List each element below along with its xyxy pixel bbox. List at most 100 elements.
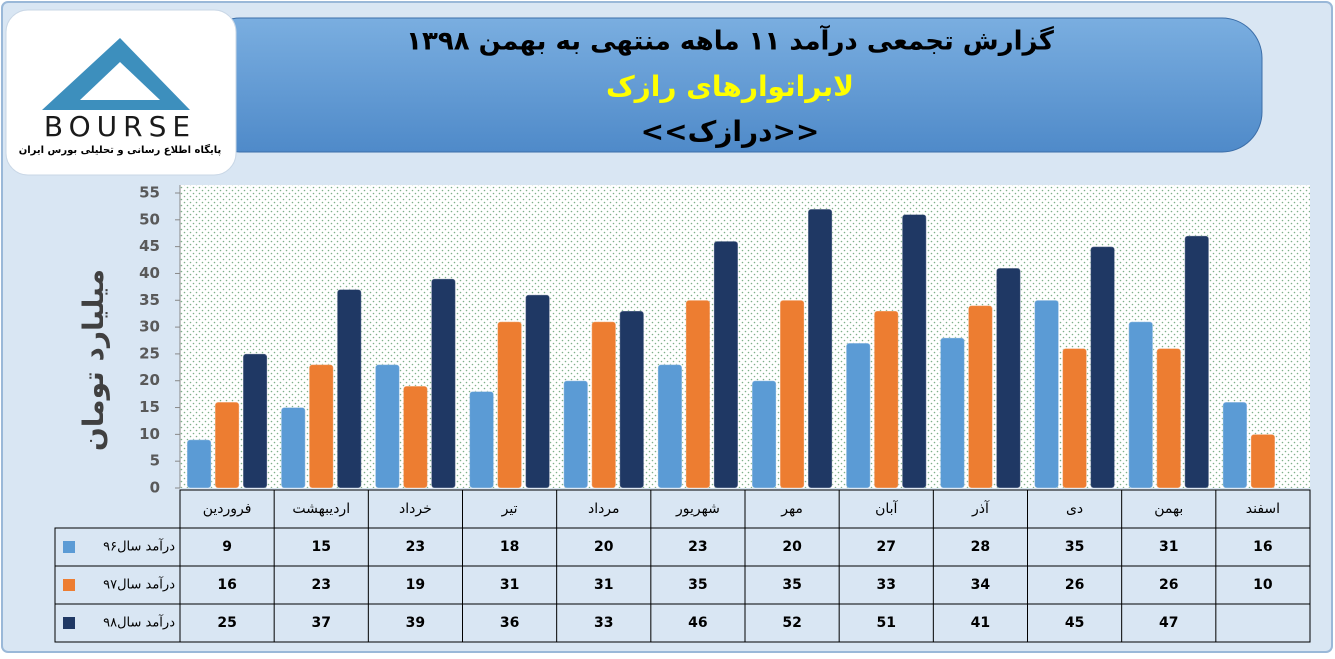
x-tick-label: مرداد [588, 501, 620, 517]
table-value: 34 [971, 577, 991, 593]
table-value: 51 [877, 615, 896, 631]
bar [1184, 235, 1210, 489]
chart-ticker: <<درازک>> [641, 115, 820, 148]
bar [308, 364, 334, 489]
legend-swatch [63, 541, 75, 553]
x-tick-label: اسفند [1246, 501, 1280, 517]
bar [779, 299, 805, 489]
bar [1062, 348, 1088, 489]
y-tick-label: 20 [139, 371, 160, 389]
y-tick-label: 45 [139, 237, 160, 255]
bar [657, 364, 683, 489]
table-value: 18 [500, 539, 519, 555]
table-value: 23 [688, 539, 707, 555]
bar [242, 353, 268, 489]
table-value: 20 [594, 539, 614, 555]
table-value: 25 [217, 615, 236, 631]
table-value: 35 [688, 577, 707, 593]
x-tick-label: آذر [971, 500, 990, 517]
legend-swatch [63, 617, 75, 629]
bar [995, 267, 1021, 489]
bar [685, 299, 711, 489]
table-value: 31 [500, 577, 519, 593]
bar [1222, 401, 1248, 489]
bar [939, 337, 965, 489]
x-tick-label: فروردین [203, 501, 252, 517]
x-tick-label: اردیبهشت [292, 501, 350, 517]
x-tick-label: بهمن [1154, 501, 1183, 517]
table-value: 15 [312, 539, 331, 555]
legend-swatch [63, 579, 75, 591]
logo-text: BOURSE [44, 110, 196, 143]
x-tick-label: آبان [875, 500, 898, 517]
y-tick-label: 5 [150, 452, 160, 470]
bar [967, 305, 993, 489]
bar [1128, 321, 1154, 489]
table-value: 37 [312, 615, 331, 631]
y-axis-label: میلیارد تومان [77, 269, 110, 451]
y-tick-label: 25 [139, 344, 160, 362]
bar [845, 342, 871, 489]
bar [374, 364, 400, 489]
x-tick-label: خرداد [399, 501, 432, 517]
table-value: 31 [1159, 539, 1178, 555]
x-tick-label: تیر [501, 501, 518, 517]
plot-area [180, 185, 1310, 488]
bar [901, 213, 927, 489]
table-value: 26 [1065, 577, 1084, 593]
y-tick-label: 10 [139, 425, 160, 443]
bar [280, 407, 306, 489]
bar [214, 401, 240, 489]
bar [525, 294, 551, 489]
bar [1250, 433, 1276, 489]
table-value: 20 [782, 539, 802, 555]
bar [751, 380, 777, 489]
bar [402, 385, 428, 489]
x-tick-label: دی [1066, 501, 1083, 517]
legend-label: درآمد سال۹۶ [103, 538, 175, 555]
table-value: 23 [312, 577, 331, 593]
legend-label: درآمد سال۹۷ [103, 576, 175, 593]
table-value: 10 [1253, 577, 1273, 593]
y-tick-label: 50 [139, 210, 160, 228]
table-value: 16 [217, 577, 236, 593]
table-value: 39 [406, 615, 425, 631]
table-value: 41 [971, 615, 990, 631]
bar [1034, 299, 1060, 489]
chart-subtitle: لابراتوارهای رازک [606, 70, 854, 103]
y-tick-label: 35 [139, 291, 160, 309]
x-tick-label: مهر [780, 501, 803, 517]
bar [186, 439, 212, 489]
table-value: 26 [1159, 577, 1178, 593]
table-value: 27 [877, 539, 896, 555]
logo-caption: پایگاه اطلاع رسانی و تحلیلی بورس ایران [19, 143, 222, 156]
bar [497, 321, 523, 489]
table-value: 28 [971, 539, 990, 555]
table-value: 47 [1159, 615, 1178, 631]
bar [1156, 348, 1182, 489]
x-tick-label: شهریور [675, 501, 720, 517]
table-value: 9 [222, 539, 232, 555]
legend-column [54, 527, 181, 643]
table-value: 16 [1253, 539, 1272, 555]
table-value: 35 [782, 577, 801, 593]
bar [619, 310, 645, 489]
chart-title: گزارش تجمعی درآمد ١١ ماهه منتهی به بهمن … [406, 25, 1055, 57]
table-value: 45 [1065, 615, 1084, 631]
legend-label: درآمد سال۹۸ [103, 614, 175, 631]
table-value: 52 [782, 615, 801, 631]
y-tick-label: 55 [139, 184, 160, 202]
bar [336, 289, 362, 489]
table-value: 36 [500, 615, 519, 631]
table-value: 33 [594, 615, 613, 631]
bar [591, 321, 617, 489]
y-tick-label: 30 [139, 318, 160, 336]
y-tick-label: 15 [139, 398, 160, 416]
bar [873, 310, 899, 489]
bar [713, 240, 739, 489]
table-value: 19 [406, 577, 425, 593]
bar [1090, 246, 1116, 489]
logo-mark-inner [80, 62, 160, 100]
table-value: 46 [688, 615, 707, 631]
